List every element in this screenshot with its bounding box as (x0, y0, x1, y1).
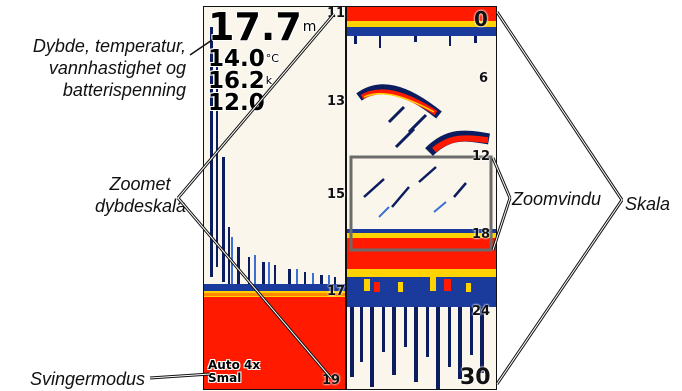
zoomed-scale-line-1: Zoomet (109, 174, 171, 194)
zoomed-tick-17: 17 (327, 284, 346, 299)
zoomed-tick-11: 11 (327, 6, 346, 21)
scale-tick-12: 12 (472, 149, 491, 164)
depth-temp-line-2: vannhastighet og (48, 58, 186, 78)
mode-line-2: Smal (208, 371, 242, 385)
zoomed-tick-15: 15 (327, 187, 346, 202)
scale-pane (346, 7, 496, 389)
transducer-mode-callout: Svingermodus (30, 369, 146, 389)
zoomed-tick-13: 13 (327, 94, 346, 109)
zoom-window (349, 155, 493, 252)
depth-unit: m (302, 19, 317, 35)
scale-callout: Skala (625, 194, 671, 214)
voltage-readout: 12.0 (208, 91, 265, 115)
scale-tick-6: 6 (479, 71, 489, 86)
zoom-window-callout: Zoomvindu (512, 189, 602, 209)
zoomed-scale-callout: Zoomet dybdeskala (95, 173, 187, 217)
voltage-value: 12.0 (208, 90, 265, 116)
depth-temp-line-1: Dybde, temperatur, (32, 36, 186, 56)
depth-readout: 17.7m (208, 7, 316, 47)
scale-tick-30: 30 (460, 365, 491, 390)
sonar-screen: 17.7m 14.0°C 16.2k 12.0 11 13 15 17 19 0… (203, 6, 497, 390)
zoomed-scale-line-2: dybdeskala (95, 196, 187, 216)
depth-value: 17.7 (208, 6, 302, 49)
depth-temp-callout: Dybde, temperatur, vannhastighet og batt… (0, 35, 186, 101)
scale-tick-18: 18 (472, 227, 491, 242)
scale-tick-0: 0 (474, 7, 488, 31)
mode-readout: Auto 4x Smal (208, 359, 260, 385)
scale-tick-24: 24 (472, 304, 491, 319)
zoomed-tick-19: 19 (322, 373, 341, 388)
depth-temp-line-3: batterispenning (62, 80, 186, 100)
speed-unit: k (265, 74, 273, 87)
temperature-unit: °C (265, 52, 279, 65)
